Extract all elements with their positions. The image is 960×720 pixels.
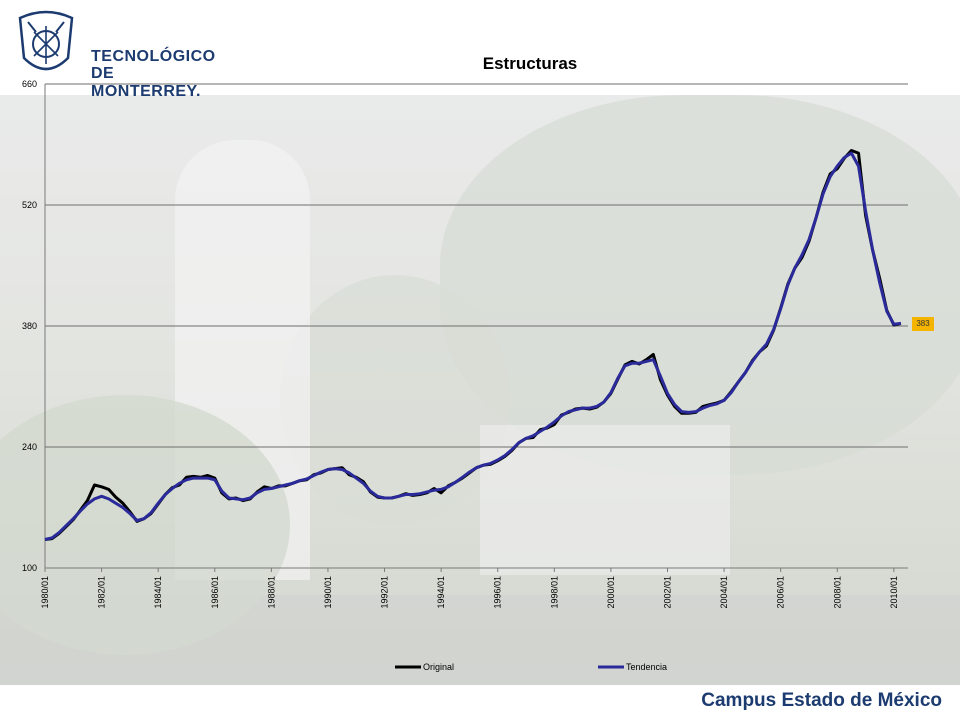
x-tick-label: 1992/01 bbox=[380, 576, 390, 609]
y-tick-label: 380 bbox=[22, 321, 37, 331]
x-tick-label: 2008/01 bbox=[832, 576, 842, 609]
chart-title: Estructuras bbox=[482, 54, 578, 73]
x-tick-label: 2010/01 bbox=[889, 576, 899, 609]
x-tick-label: 1982/01 bbox=[97, 576, 107, 609]
legend-label: Tendencia bbox=[626, 662, 667, 672]
bg-tree-right bbox=[440, 95, 960, 475]
series-line-original bbox=[44, 149, 902, 541]
x-tick-label: 2002/01 bbox=[662, 576, 672, 609]
x-tick-label: 1984/01 bbox=[153, 576, 163, 609]
tec-logo: TECNOLÓGICO DE MONTERREY. bbox=[16, 8, 215, 100]
series-lines bbox=[44, 149, 902, 541]
x-axis-ticks: 1980/01 1982/01 1984/01 1986/01 1988/01 1990/… bbox=[40, 568, 899, 609]
bg-tree-left bbox=[0, 395, 290, 655]
series-line-tendencia bbox=[44, 151, 902, 541]
y-axis-ticks: 100 240 380 520 660 bbox=[22, 79, 37, 573]
last-value-label: 383 bbox=[912, 317, 934, 331]
bg-building bbox=[480, 425, 730, 575]
x-tick-label: 1990/01 bbox=[323, 576, 333, 609]
campus-background-photo bbox=[0, 95, 960, 685]
x-tick-label: 2004/01 bbox=[719, 576, 729, 609]
x-tick-label: 1986/01 bbox=[210, 576, 220, 609]
x-tick-label: 1996/01 bbox=[493, 576, 503, 609]
logo-line-1: TECNOLÓGICO bbox=[91, 48, 216, 65]
x-tick-label: 1980/01 bbox=[40, 576, 50, 609]
y-tick-label: 660 bbox=[22, 79, 37, 89]
legend: Original Tendencia bbox=[395, 662, 667, 672]
x-tick-label: 1988/01 bbox=[266, 576, 276, 609]
y-tick-label: 520 bbox=[22, 200, 37, 210]
x-tick-label: 1998/01 bbox=[549, 576, 559, 609]
y-tick-label: 100 bbox=[22, 563, 37, 573]
legend-label: Original bbox=[423, 662, 454, 672]
logo-line-2: DE MONTERREY. bbox=[91, 65, 201, 100]
tec-shield-icon bbox=[18, 10, 74, 71]
gridlines bbox=[44, 83, 908, 569]
x-tick-label: 2000/01 bbox=[606, 576, 616, 609]
y-tick-label: 240 bbox=[22, 442, 37, 452]
x-tick-label: 2006/01 bbox=[776, 576, 786, 609]
bg-tree-center bbox=[280, 275, 510, 525]
x-tick-label: 1994/01 bbox=[436, 576, 446, 609]
campus-footer: Campus Estado de México bbox=[701, 690, 942, 711]
